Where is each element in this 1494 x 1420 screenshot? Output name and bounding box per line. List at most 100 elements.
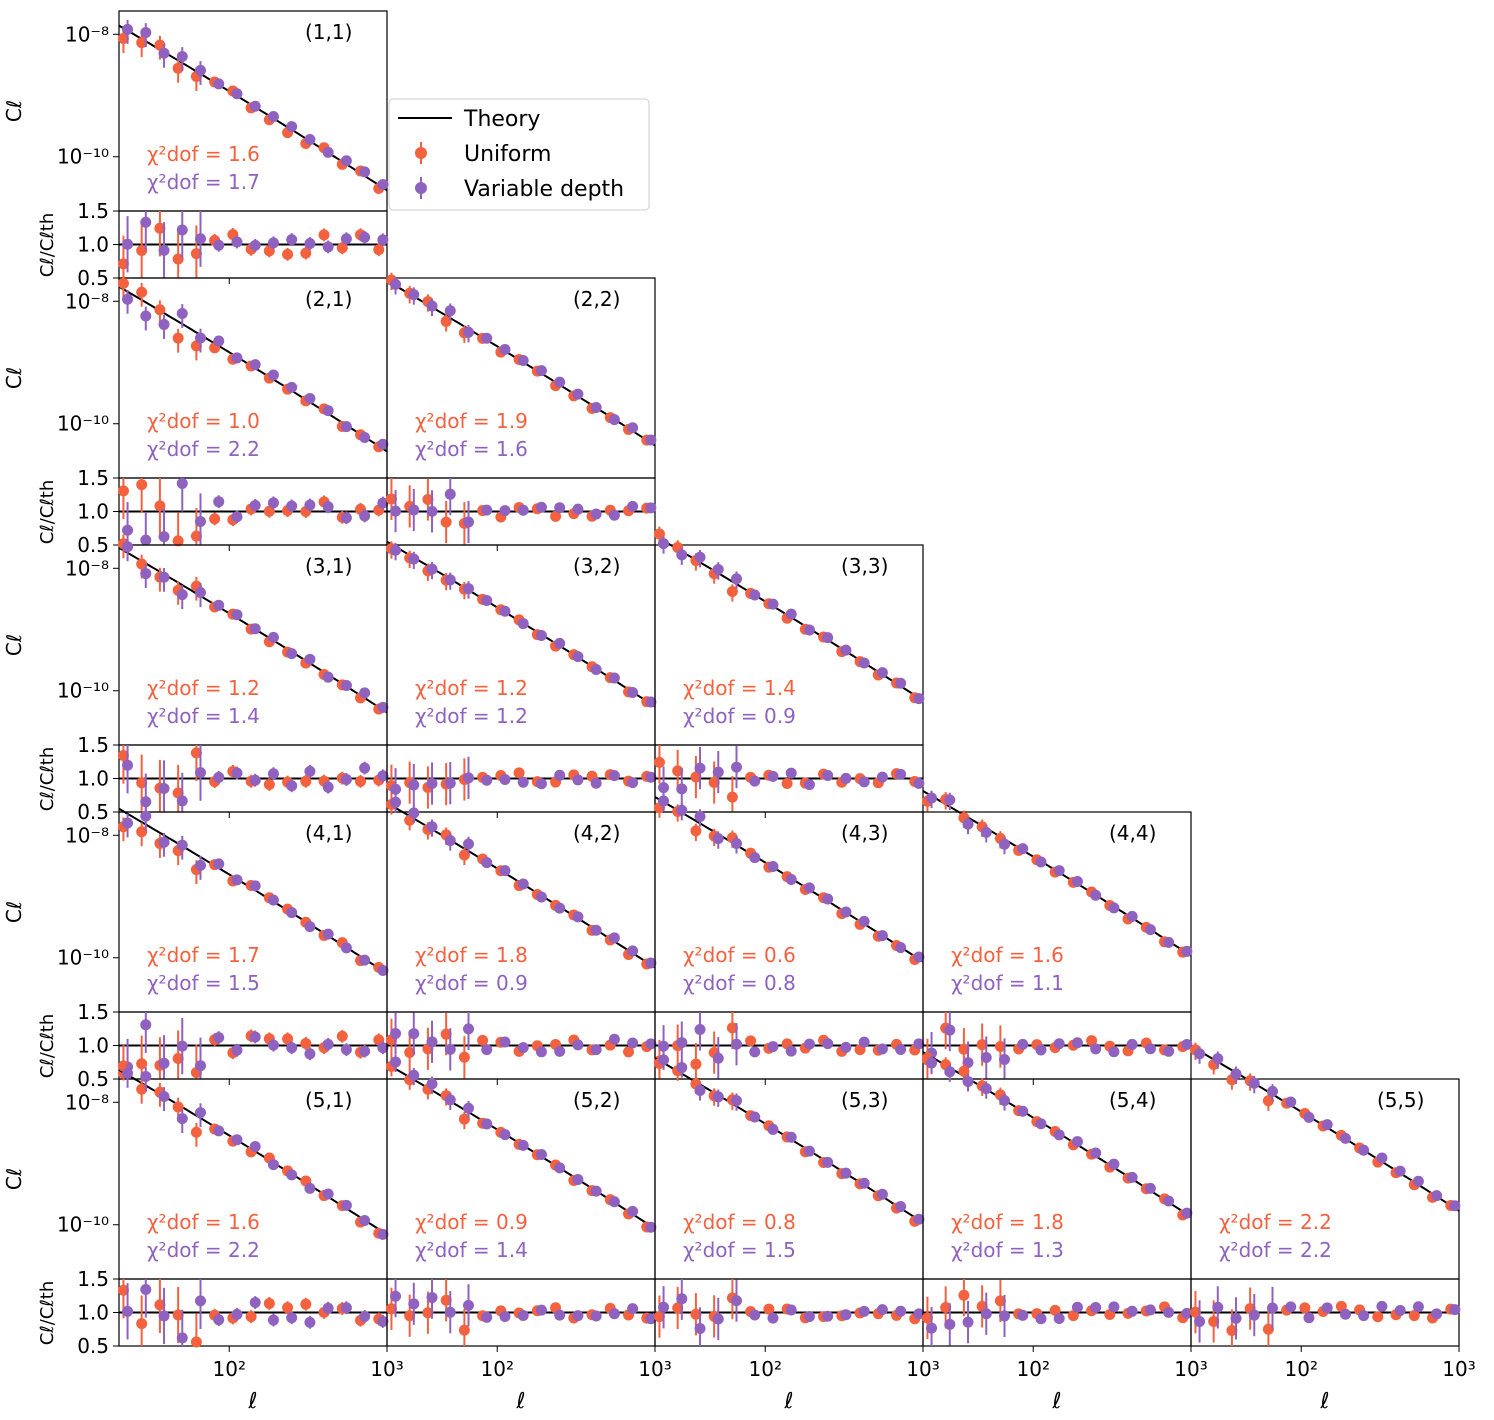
uniform-point [1262, 1095, 1274, 1107]
variable-point [499, 344, 511, 356]
variable-point [608, 1196, 620, 1208]
variable-ratio-point [1248, 1309, 1260, 1321]
variable-ratio-point [463, 1299, 475, 1311]
variable-point [980, 826, 992, 838]
variable-ratio-point [408, 1298, 420, 1310]
variable-ratio-point [1108, 1046, 1120, 1058]
variable-ratio-point [359, 762, 371, 774]
variable-point [1267, 1085, 1279, 1097]
variable-ratio-point [694, 1322, 706, 1334]
x-tick-label: 10³ [1174, 1357, 1207, 1381]
legend-uniform-marker [415, 147, 427, 159]
variable-point [731, 837, 743, 849]
x-axis-label: ℓ [247, 1389, 257, 1414]
variable-point [140, 810, 152, 822]
variable-ratio-point [645, 502, 657, 514]
variable-ratio-point [1412, 1301, 1424, 1313]
variable-point [195, 1107, 207, 1119]
uniform-ratio-point [623, 1046, 635, 1058]
variable-ratio-point [499, 773, 511, 785]
variable-point [408, 289, 420, 301]
uniform-ratio-point [477, 1034, 489, 1046]
variable-point [767, 860, 779, 872]
uniform-ratio-point [550, 510, 562, 522]
variable-point [1035, 1118, 1047, 1130]
variable-point [535, 891, 547, 903]
variable-ratio-point [767, 770, 779, 782]
uniform-ratio-point [385, 493, 397, 505]
variable-ratio-point [158, 1057, 170, 1069]
legend-variable-marker [415, 182, 427, 194]
variable-ratio-point [249, 1297, 261, 1309]
uniform-ratio-point [653, 1311, 665, 1323]
variable-ratio-point [876, 1304, 888, 1316]
variable-ratio-point [1090, 1301, 1102, 1313]
uniform-ratio-point [172, 253, 184, 265]
variable-ratio-point [195, 1060, 207, 1072]
variable-point [1090, 1147, 1102, 1159]
variable-point [1212, 1053, 1224, 1065]
variable-ratio-point [645, 1038, 657, 1050]
variable-ratio-point [1449, 1304, 1461, 1316]
variable-ratio-point [645, 1313, 657, 1325]
variable-ratio-point [1181, 1038, 1193, 1050]
variable-ratio-point [213, 771, 225, 783]
variable-point [463, 1102, 475, 1114]
variable-point [377, 701, 389, 713]
uniform-ratio-point [653, 756, 665, 768]
variable-point [1090, 889, 1102, 901]
variable-point [481, 857, 493, 869]
x-tick-label: 10³ [370, 1357, 403, 1381]
uniform-ratio-point [672, 1302, 684, 1314]
variable-point [1108, 902, 1120, 914]
x-axis-label: ℓ [783, 1389, 793, 1414]
variable-ratio-point [1285, 1301, 1297, 1313]
variable-ratio-point [712, 1313, 724, 1325]
uniform-ratio-point [994, 1041, 1006, 1053]
variable-ratio-point [1108, 1301, 1120, 1313]
variable-point [645, 434, 657, 446]
variable-ratio-point [286, 500, 298, 512]
variable-point [840, 906, 852, 918]
ratio-y-tick-label: 1.5 [77, 199, 109, 223]
variable-ratio-point [1303, 1312, 1315, 1324]
variable-point [377, 179, 389, 191]
panels: (1,1) χ²dof = 1.6 χ²dof = 1.7 10⁻⁸ 10⁻¹⁰ 1.5 1… [2, 10, 1476, 1414]
variable-point [1163, 936, 1175, 948]
variable-ratio-point [463, 1023, 475, 1035]
panel-1-1: (1,1) χ²dof = 1.6 χ²dof = 1.7 10⁻⁸ 10⁻¹⁰ 1.5 1… [2, 10, 389, 290]
variable-point [749, 1111, 761, 1123]
ratio-y-tick-label: 0.5 [77, 1067, 109, 1091]
variable-ratio-point [535, 501, 547, 513]
variable-ratio-point [962, 1057, 974, 1069]
variable-point [158, 318, 170, 330]
variable-point [1431, 1190, 1443, 1202]
variable-ratio-point [304, 1048, 316, 1060]
variable-ratio-point [213, 496, 225, 508]
variable-point [499, 605, 511, 617]
variable-point [304, 1182, 316, 1194]
variable-point [645, 1221, 657, 1233]
variable-point [590, 664, 602, 676]
uniform-ratio-point [1262, 1323, 1274, 1335]
variable-ratio-point [322, 241, 334, 253]
variable-ratio-point [359, 231, 371, 243]
variable-point [913, 1213, 925, 1225]
variable-ratio-point [359, 510, 371, 522]
panel-3-1: (3,1) χ²dof = 1.2 χ²dof = 1.4 10⁻⁸ 10⁻¹⁰ 1.5 1… [2, 534, 389, 824]
uniform-ratio-point [708, 777, 720, 789]
variable-point [876, 667, 888, 679]
variable-ratio-point [213, 1314, 225, 1326]
uniform-ratio-point [336, 242, 348, 254]
uniform-ratio-point [209, 513, 221, 525]
variable-point [408, 807, 420, 819]
uniform-ratio-point [190, 1336, 202, 1348]
variable-ratio-point [572, 1039, 584, 1051]
chi2-variable: χ²dof = 1.2 [415, 704, 528, 728]
panel-4-4: (4,4) χ²dof = 1.6 χ²dof = 1.1 [921, 790, 1193, 1085]
variable-point [944, 1066, 956, 1078]
uniform-point [136, 558, 148, 570]
uniform-ratio-point [282, 1302, 294, 1314]
variable-ratio-point [322, 1038, 334, 1050]
variable-ratio-point [304, 499, 316, 511]
